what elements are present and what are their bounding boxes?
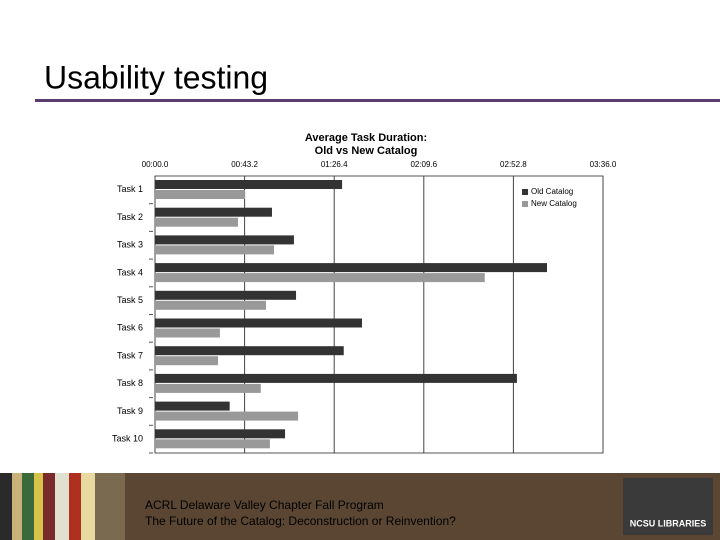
bar: [155, 207, 272, 217]
y-tick-label: Task 8: [117, 378, 143, 388]
y-tick-label: Task 6: [117, 323, 143, 333]
y-tick-label: Task 1: [117, 184, 143, 194]
title-rule: [35, 99, 720, 102]
logo-text: NCSU LIBRARIES: [630, 518, 707, 528]
x-tick-label: 00:43.2: [231, 160, 258, 169]
footer-line: The Future of the Catalog: Deconstructio…: [145, 514, 456, 528]
bar: [155, 235, 294, 245]
legend-swatch: [522, 201, 528, 207]
bar: [155, 180, 343, 189]
x-tick-label: 00:00.0: [142, 160, 169, 169]
bar: [155, 328, 220, 338]
x-tick-label: 02:09.6: [410, 160, 437, 169]
legend-swatch: [522, 189, 528, 195]
legend-label: Old Catalog: [531, 187, 573, 196]
x-tick-label: 01:26.4: [321, 160, 348, 169]
bar: [155, 429, 286, 439]
x-tick-label: 03:36.0: [590, 160, 617, 169]
bar: [155, 217, 238, 227]
bar: [155, 273, 485, 283]
bar: [155, 318, 362, 328]
bar: [155, 245, 275, 255]
bar: [155, 290, 297, 300]
y-tick-label: Task 5: [117, 295, 143, 305]
chart-title: Average Task Duration:: [305, 132, 427, 144]
bar: [155, 346, 344, 356]
chart-subtitle: Old vs New Catalog: [315, 145, 418, 157]
y-tick-label: Task 7: [117, 350, 143, 360]
bar: [155, 263, 547, 273]
bar: [155, 356, 219, 366]
footer-line: ACRL Delaware Valley Chapter Fall Progra…: [145, 498, 384, 512]
y-tick-label: Task 2: [117, 212, 143, 222]
y-tick-label: Task 9: [117, 406, 143, 416]
bar: [155, 373, 517, 383]
slide-title: Usability testing: [44, 59, 268, 95]
bar: [155, 190, 246, 199]
legend-label: New Catalog: [531, 199, 577, 208]
y-tick-label: Task 3: [117, 240, 143, 250]
bar: [155, 300, 266, 310]
bar: [155, 401, 230, 411]
bar: [155, 439, 270, 449]
y-tick-label: Task 4: [117, 267, 143, 277]
bar: [155, 383, 261, 393]
logo-box: [623, 478, 713, 535]
x-tick-label: 02:52.8: [500, 160, 527, 169]
books: [0, 473, 125, 540]
plot-frame: [154, 175, 604, 454]
bar: [155, 411, 299, 421]
y-tick-label: Task 10: [112, 434, 143, 444]
